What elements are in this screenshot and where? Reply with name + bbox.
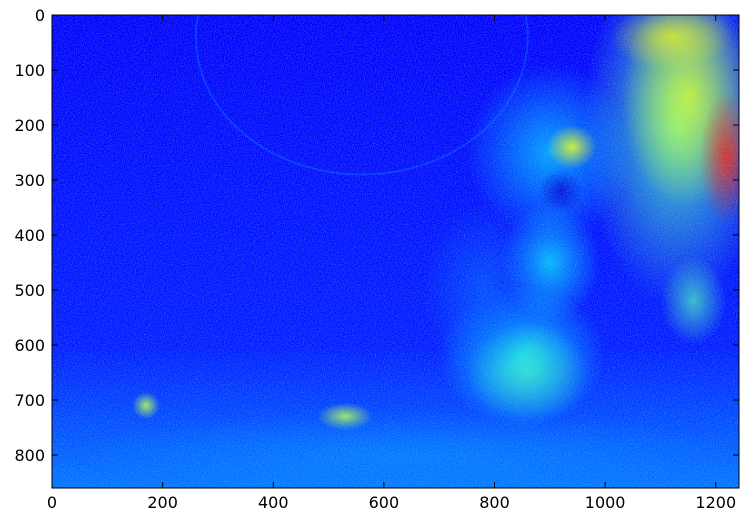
y-tick-label: 100 bbox=[14, 61, 45, 80]
heatmap-image bbox=[52, 15, 739, 488]
x-tick-label: 400 bbox=[258, 493, 289, 512]
plot-frame bbox=[51, 14, 740, 489]
x-tick-label: 0 bbox=[47, 493, 57, 512]
y-tick-label: 200 bbox=[14, 116, 45, 135]
noise-texture bbox=[52, 15, 739, 488]
y-tick-label: 800 bbox=[14, 446, 45, 465]
x-tick-label: 600 bbox=[369, 493, 400, 512]
y-tick-label: 600 bbox=[14, 336, 45, 355]
x-tick-label: 800 bbox=[479, 493, 510, 512]
y-tick-label: 300 bbox=[14, 171, 45, 190]
x-tick-label: 200 bbox=[147, 493, 178, 512]
y-tick-label: 700 bbox=[14, 391, 45, 410]
y-tick-label: 500 bbox=[14, 281, 45, 300]
y-tick-label: 0 bbox=[35, 6, 45, 25]
x-tick-label: 1000 bbox=[585, 493, 626, 512]
y-tick-label: 400 bbox=[14, 226, 45, 245]
x-tick-label: 1200 bbox=[695, 493, 736, 512]
